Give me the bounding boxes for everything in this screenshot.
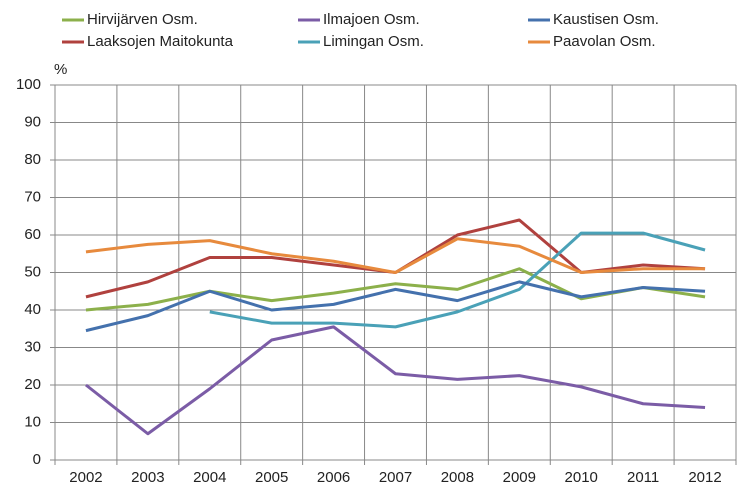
y-tick-label: 60 bbox=[24, 226, 41, 243]
x-tick-label: 2011 bbox=[627, 469, 659, 486]
y-tick-label: 50 bbox=[24, 263, 41, 280]
y-tick-label: 80 bbox=[24, 151, 41, 168]
x-tick-label: 2007 bbox=[379, 469, 412, 486]
y-tick-label: 70 bbox=[24, 188, 41, 205]
y-axis-label: % bbox=[54, 61, 67, 78]
x-tick-label: 2004 bbox=[193, 469, 226, 486]
legend-label: Paavolan Osm. bbox=[553, 33, 656, 50]
series-line bbox=[85, 280, 706, 333]
series-line bbox=[85, 237, 706, 274]
y-tick-label: 40 bbox=[24, 301, 41, 318]
legend-label: Kaustisen Osm. bbox=[553, 11, 659, 28]
x-tick-label: 2003 bbox=[131, 469, 164, 486]
x-tick-label: 2010 bbox=[565, 469, 598, 486]
y-tick-label: 30 bbox=[24, 338, 41, 355]
series-line bbox=[209, 231, 706, 329]
x-tick-label: 2006 bbox=[317, 469, 350, 486]
x-tick-label: 2008 bbox=[441, 469, 474, 486]
legend-label: Hirvijärven Osm. bbox=[87, 11, 198, 28]
legend-label: Limingan Osm. bbox=[323, 33, 424, 50]
y-tick-label: 90 bbox=[24, 113, 41, 130]
y-tick-label: 10 bbox=[24, 413, 41, 430]
x-tick-label: 2009 bbox=[503, 469, 536, 486]
x-tick-label: 2012 bbox=[688, 469, 721, 486]
y-tick-label: 100 bbox=[16, 76, 41, 93]
y-tick-label: 0 bbox=[33, 451, 41, 468]
x-tick-label: 2005 bbox=[255, 469, 288, 486]
series-line bbox=[85, 325, 706, 436]
x-tick-label: 2002 bbox=[69, 469, 102, 486]
y-tick-label: 20 bbox=[24, 376, 41, 393]
legend-label: Ilmajoen Osm. bbox=[323, 11, 420, 28]
legend-label: Laaksojen Maitokunta bbox=[87, 33, 234, 50]
